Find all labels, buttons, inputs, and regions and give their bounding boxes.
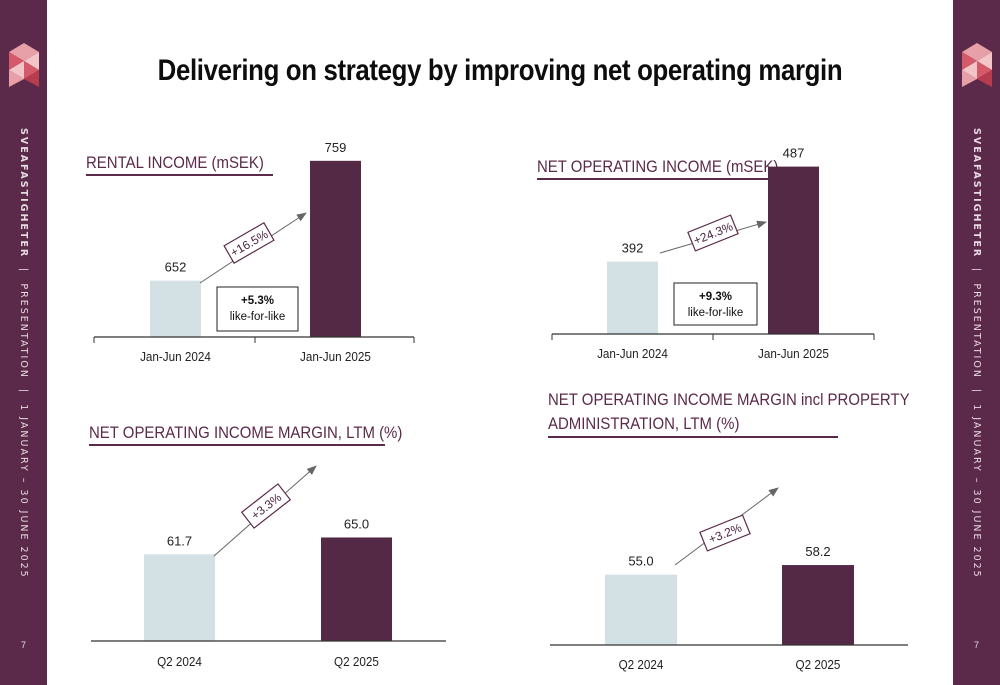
chart-panel-4: 55.0 Q2 2024 58.2 Q2 2025 +3.2% (550, 487, 908, 672)
bar-prior (605, 574, 677, 645)
right-side-bar: SVEAFASTIGHETER | PRESENTATION | 1 JANUA… (953, 0, 1000, 685)
side-separator: | (18, 388, 29, 395)
like-for-like-value: +9.3% (699, 291, 732, 303)
category-tick-label: Jan-Jun 2024 (140, 349, 211, 364)
chart-panel-3: 61.7 Q2 2024 65.0 Q2 2025 +3.3% (91, 465, 446, 669)
panel-title-noi-margin-incl-admin-line2: ADMINISTRATION, LTM (%) (548, 414, 740, 433)
side-caption: SVEAFASTIGHETER | PRESENTATION | 1 JANUA… (16, 128, 30, 579)
page-number: 7 (20, 640, 26, 650)
bar-current (310, 160, 361, 337)
category-tick-label: Jan-Jun 2025 (300, 349, 371, 364)
like-for-like-box (673, 282, 758, 326)
bar-value-label: 55.0 (628, 554, 653, 569)
bar-prior (144, 554, 215, 641)
bar-value-label: 487 (783, 146, 805, 161)
category-tick-label: Q2 2024 (157, 654, 202, 669)
side-brand-text: SVEAFASTIGHETER (18, 128, 29, 259)
bar-value-label: 58.2 (805, 544, 830, 559)
side-period-text: 1 JANUARY – 30 JUNE 2025 (971, 404, 982, 579)
like-for-like-label: like-for-like (230, 311, 286, 323)
page-title: Delivering on strategy by improving net … (157, 54, 843, 87)
page-number: 7 (973, 640, 979, 650)
title-underline (86, 174, 273, 176)
like-for-like-box (216, 286, 299, 332)
change-tag-box (240, 483, 292, 529)
sveafastigheter-logo-icon (962, 43, 992, 87)
bar-value-label: 61.7 (167, 533, 192, 548)
change-tag-box (223, 222, 275, 264)
category-tick-label: Q2 2025 (796, 657, 841, 672)
chart-panel-1: 652 Jan-Jun 2024 759 Jan-Jun 2025 +16.5% +5.3… (93, 140, 415, 364)
chart-panel-2: 392 Jan-Jun 2024 487 Jan-Jun 2025 +24.3% +9.3… (551, 146, 875, 361)
panel-title-noi-margin: NET OPERATING INCOME MARGIN, LTM (%) (89, 423, 403, 442)
title-underline (537, 178, 791, 180)
bar-current (768, 166, 819, 334)
panel-title-net-operating-income: NET OPERATING INCOME (mSEK) (537, 157, 779, 176)
side-separator: | (971, 268, 982, 274)
panel-title-noi-margin-incl-admin-line1: NET OPERATING INCOME MARGIN incl PROPERT… (548, 390, 910, 409)
category-tick-label: Jan-Jun 2025 (758, 346, 829, 361)
category-tick-label: Q2 2025 (334, 654, 379, 669)
change-tag-box (699, 514, 751, 552)
change-tag: +3.2% (699, 514, 751, 552)
change-tag: +3.3% (240, 483, 292, 529)
side-document-text: PRESENTATION (971, 283, 982, 379)
like-for-like-value: +5.3% (241, 295, 274, 307)
side-brand-text: SVEAFASTIGHETER (971, 128, 982, 259)
side-caption: SVEAFASTIGHETER | PRESENTATION | 1 JANUA… (969, 128, 983, 579)
category-tick-label: Q2 2024 (619, 657, 664, 672)
panel-title-rental-income: RENTAL INCOME (mSEK) (86, 153, 264, 172)
bar-value-label: 392 (622, 241, 644, 256)
bar-current (321, 537, 392, 641)
category-tick-label: Jan-Jun 2024 (597, 346, 668, 361)
side-separator: | (971, 388, 982, 395)
bar-value-label: 652 (165, 260, 187, 275)
change-tag-box (687, 214, 739, 252)
title-underline (548, 436, 838, 438)
change-tag: +24.3% (687, 214, 739, 252)
side-period-text: 1 JANUARY – 30 JUNE 2025 (18, 404, 29, 579)
side-document-text: PRESENTATION (18, 283, 29, 379)
change-tag: +16.5% (223, 222, 275, 264)
title-underline (89, 444, 385, 446)
sveafastigheter-logo-icon (9, 43, 39, 87)
bar-current (782, 565, 854, 645)
bar-prior (607, 261, 658, 334)
side-separator: | (18, 268, 29, 274)
left-side-bar: SVEAFASTIGHETER | PRESENTATION | 1 JANUA… (0, 0, 47, 685)
bar-value-label: 759 (325, 140, 347, 155)
bar-prior (150, 280, 201, 337)
bar-value-label: 65.0 (344, 516, 369, 531)
like-for-like-label: like-for-like (688, 307, 744, 319)
